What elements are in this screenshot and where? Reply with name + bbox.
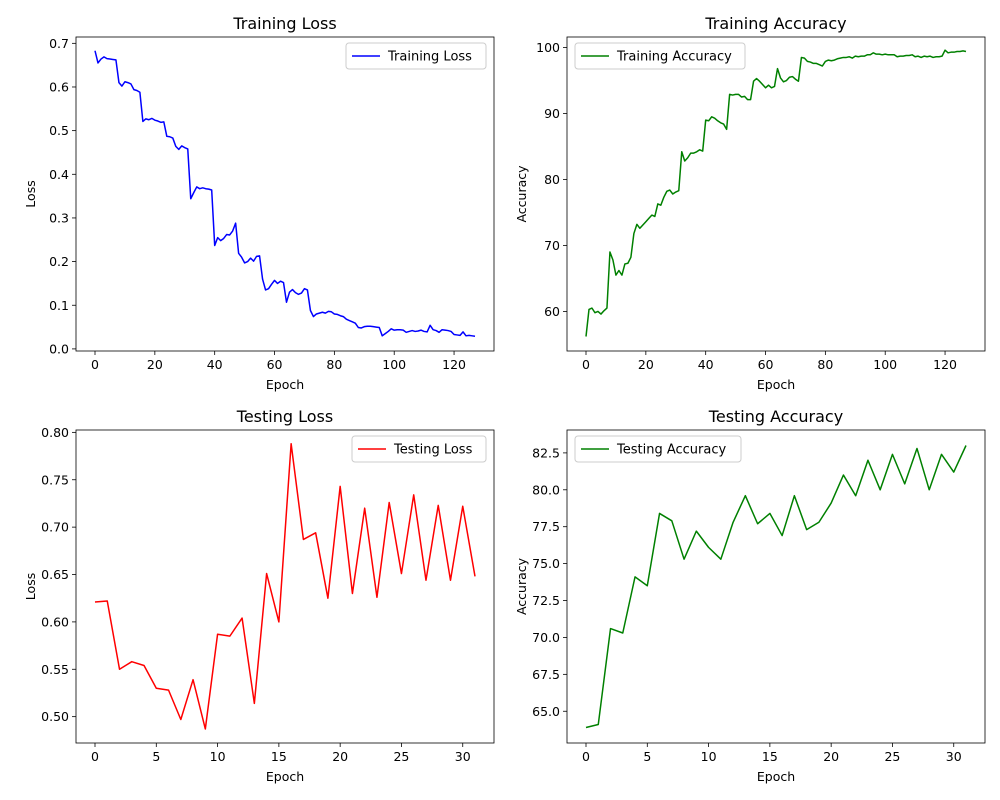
y-tick-label: 82.5 [532, 445, 560, 460]
x-tick-label: 60 [267, 357, 283, 372]
y-tick-label: 75.0 [532, 556, 560, 571]
x-tick-label: 25 [884, 749, 900, 764]
x-tick-label: 80 [817, 357, 833, 372]
y-tick-label: 0.55 [41, 662, 69, 677]
x-tick-label: 5 [152, 749, 160, 764]
subplot-4: 0 5 10 15 20 25 30 65.0 67.5 70.0 72.5 75.0 77.5 80.0… [514, 407, 986, 784]
legend-label: Testing Accuracy [616, 443, 726, 458]
legend: Training Loss [345, 42, 487, 70]
y-tick-label: 0.0 [49, 341, 69, 356]
y-tick-label: 90 [544, 106, 560, 121]
series-line-1 [94, 50, 476, 337]
y-tick-label: 0.50 [41, 709, 69, 724]
x-tick-label: 10 [210, 749, 226, 764]
x-tick-label: 30 [455, 749, 471, 764]
y-tick-label: 60 [544, 304, 560, 319]
y-axis-label: Accuracy [514, 557, 529, 615]
legend: Training Accuracy [574, 42, 746, 70]
x-tick-label: 15 [762, 749, 778, 764]
x-tick-label: 0 [582, 357, 590, 372]
x-tick-label: 100 [873, 357, 897, 372]
x-tick-label: 10 [701, 749, 717, 764]
x-tick-label: 80 [326, 357, 342, 372]
chart-title: Training Accuracy [704, 14, 846, 33]
y-tick-label: 0.1 [49, 298, 69, 313]
x-tick-label: 40 [698, 357, 714, 372]
series-line-1 [585, 49, 967, 337]
y-tick-label: 80.0 [532, 482, 560, 497]
y-tick-label: 72.5 [532, 593, 560, 608]
y-tick-label: 0.7 [49, 36, 69, 51]
series-line-1 [94, 442, 476, 730]
x-axis-label: Epoch [266, 377, 304, 392]
chart-title: Testing Accuracy [708, 407, 843, 426]
legend-label: Training Accuracy [616, 50, 732, 65]
y-axis-label: Accuracy [514, 165, 529, 223]
chart-title: Testing Loss [236, 407, 333, 426]
x-tick-label: 5 [643, 749, 651, 764]
x-tick-label: 40 [207, 357, 223, 372]
x-tick-label: 30 [946, 749, 962, 764]
legend-box [574, 42, 746, 70]
chart-title: Training Loss [232, 14, 336, 33]
y-tick-label: 77.5 [532, 519, 560, 534]
series-line-1 [585, 445, 967, 729]
x-tick-label: 120 [442, 357, 466, 372]
x-tick-label: 120 [933, 357, 957, 372]
y-tick-label: 0.60 [41, 614, 69, 629]
y-tick-label: 0.65 [41, 567, 69, 582]
subplot-1: 0 20 40 60 80 100 120 0.0 0.1 0.2 0.3 0.4 0.5 0.6 0.7 T… [23, 14, 495, 392]
y-tick-label: 67.5 [532, 667, 560, 682]
x-axis-label: Epoch [266, 769, 304, 784]
x-tick-label: 25 [393, 749, 409, 764]
x-axis-label: Epoch [757, 769, 795, 784]
subplot-3: 0 5 10 15 20 25 30 0.50 0.55 0.60 0.65 0.70 0.75 0.80… [23, 407, 495, 784]
y-tick-label: 0.4 [49, 167, 69, 182]
legend: Testing Loss [351, 435, 487, 463]
x-axis-label: Epoch [757, 377, 795, 392]
legend-label: Testing Loss [393, 443, 473, 458]
plot-frame [75, 36, 495, 352]
x-tick-label: 0 [91, 357, 99, 372]
y-tick-label: 0.70 [41, 520, 69, 535]
y-tick-label: 0.3 [49, 210, 69, 225]
x-tick-label: 60 [758, 357, 774, 372]
y-tick-label: 0.5 [49, 123, 69, 138]
y-tick-label: 0.80 [41, 425, 69, 440]
y-tick-label: 65.0 [532, 704, 560, 719]
legend-box [574, 435, 742, 463]
legend: Testing Accuracy [574, 435, 742, 463]
x-tick-label: 20 [147, 357, 163, 372]
y-tick-label: 0.2 [49, 254, 69, 269]
y-tick-label: 0.75 [41, 472, 69, 487]
y-axis-label: Loss [23, 573, 38, 600]
subplot-2: 0 20 40 60 80 100 120 60 70 80 90 100 Training Accur… [514, 14, 986, 392]
legend-box [345, 42, 487, 70]
y-tick-label: 80 [544, 172, 560, 187]
x-tick-label: 0 [582, 749, 590, 764]
legend-box [351, 435, 487, 463]
plot-frame [75, 429, 495, 744]
x-tick-label: 20 [823, 749, 839, 764]
x-tick-label: 20 [638, 357, 654, 372]
legend-label: Training Loss [387, 50, 472, 65]
y-axis-label: Loss [23, 180, 38, 207]
x-tick-label: 0 [91, 749, 99, 764]
y-tick-label: 0.6 [49, 79, 69, 94]
plot-frame [566, 429, 986, 744]
x-tick-label: 20 [332, 749, 348, 764]
x-tick-label: 15 [271, 749, 287, 764]
plot-frame [566, 36, 986, 352]
y-tick-label: 70.0 [532, 630, 560, 645]
y-tick-label: 70 [544, 238, 560, 253]
y-tick-label: 100 [536, 40, 560, 55]
x-tick-label: 100 [382, 357, 406, 372]
